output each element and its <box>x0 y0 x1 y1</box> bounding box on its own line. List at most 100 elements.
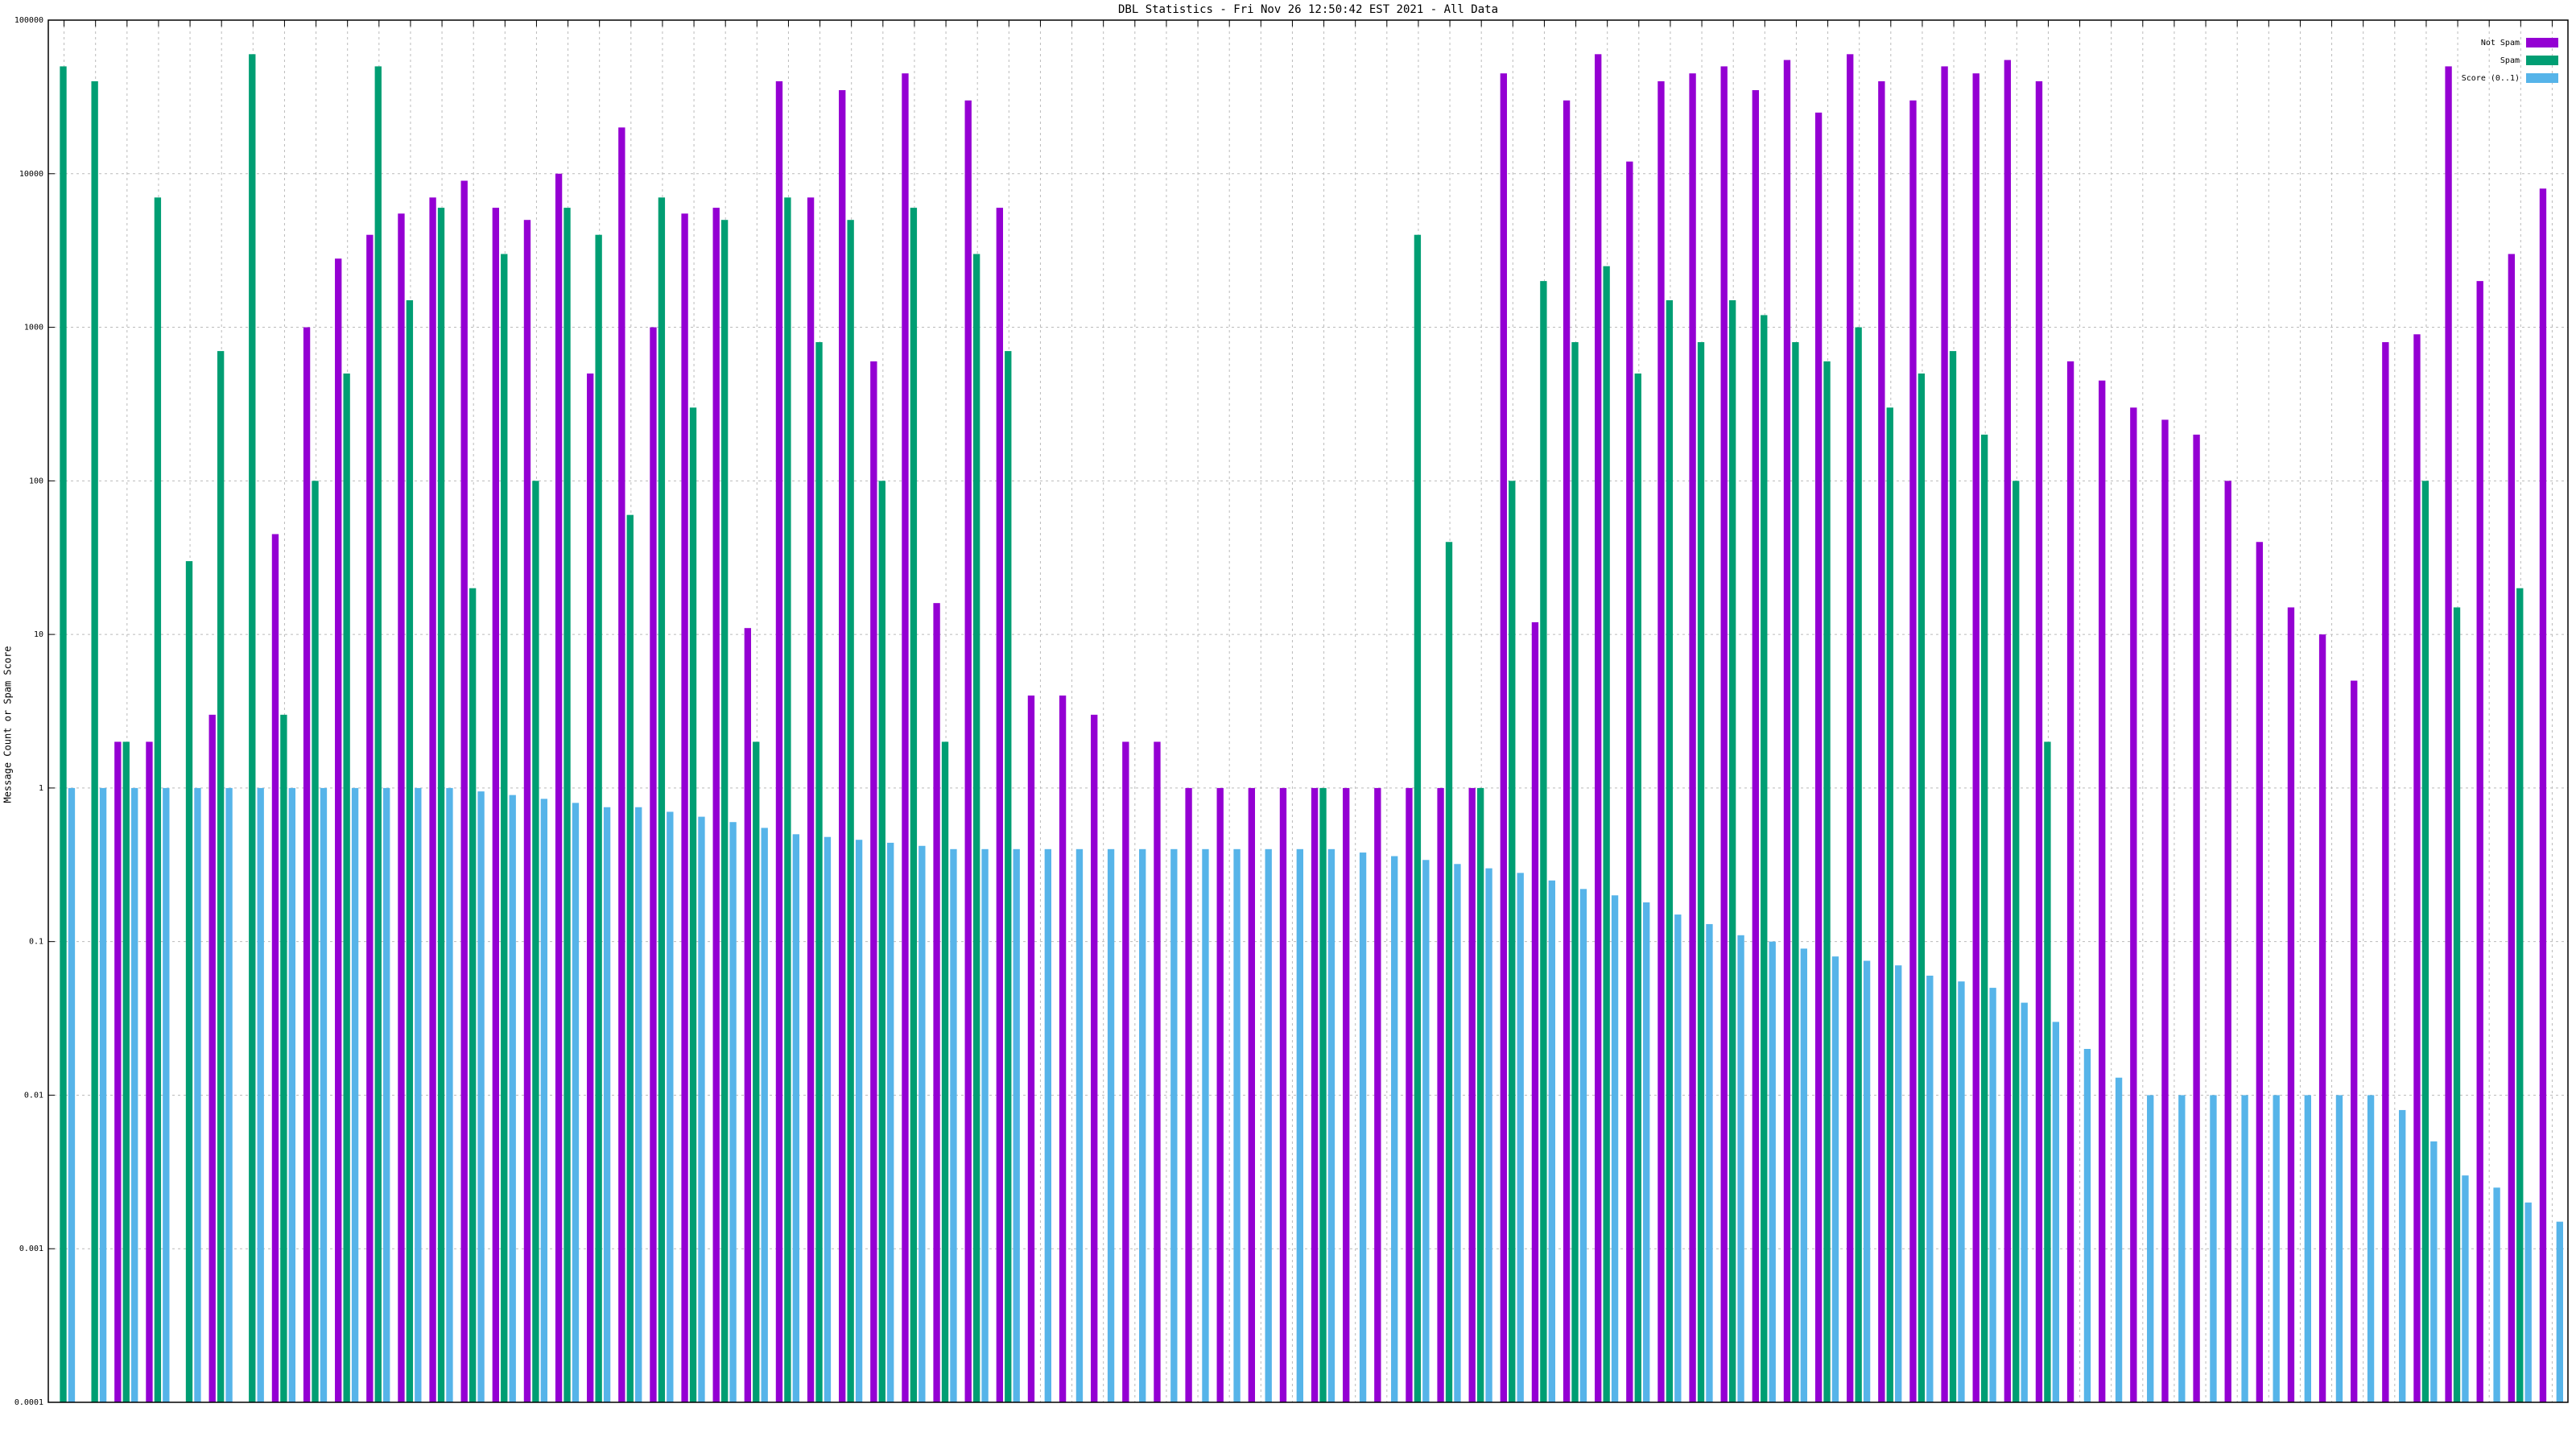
bar <box>729 822 737 1402</box>
bar <box>2304 1095 2312 1402</box>
bar <box>460 180 468 1402</box>
bar <box>114 741 122 1402</box>
bar <box>784 197 791 1403</box>
bar <box>1185 787 1192 1402</box>
bar <box>2021 1002 2028 1402</box>
bar <box>775 80 783 1403</box>
bar <box>1107 848 1115 1402</box>
bar <box>185 561 193 1403</box>
bar <box>2508 254 2516 1402</box>
y-tick-label: 0.001 <box>19 1245 43 1253</box>
bar <box>1926 975 1934 1402</box>
bar <box>532 481 539 1403</box>
bar <box>689 407 697 1402</box>
bar <box>303 327 311 1402</box>
bar <box>1454 864 1461 1402</box>
bar <box>2013 481 2020 1403</box>
bar <box>2476 281 2483 1402</box>
bar <box>595 234 602 1402</box>
bar <box>2099 380 2106 1403</box>
bar <box>2493 1187 2500 1402</box>
bar <box>415 787 422 1402</box>
bar <box>1895 965 1902 1402</box>
bar <box>902 73 909 1403</box>
bar <box>1406 787 1413 1402</box>
bar <box>122 741 130 1402</box>
bar <box>2044 741 2051 1402</box>
y-tick-label: 100 <box>29 477 43 485</box>
bar <box>1769 941 1776 1402</box>
bar <box>1265 848 1272 1402</box>
bar <box>366 234 374 1402</box>
bar <box>572 803 580 1402</box>
bar <box>1823 361 1831 1402</box>
legend-label: Score (0..1) <box>2462 74 2520 83</box>
bar <box>2516 588 2524 1402</box>
bar <box>1689 73 1696 1403</box>
bar <box>1814 112 1823 1403</box>
bar <box>2453 607 2461 1402</box>
bar <box>1666 299 1674 1403</box>
chart-title: DBL Statistics - Fri Nov 26 12:50:42 EST… <box>1118 3 1498 16</box>
bar <box>271 534 279 1402</box>
bar <box>1563 100 1571 1402</box>
bar <box>587 373 594 1403</box>
bar <box>1886 407 1893 1402</box>
bar <box>131 787 138 1402</box>
bar <box>1761 315 1768 1403</box>
y-axis-label: Message Count or Spam Score <box>2 646 14 803</box>
bar <box>540 799 548 1402</box>
bar <box>1980 434 1988 1402</box>
bar <box>2256 542 2264 1402</box>
bar <box>91 80 98 1403</box>
bar <box>1657 80 1665 1403</box>
bar <box>847 220 854 1402</box>
bar <box>2083 1049 2091 1402</box>
bar <box>698 816 705 1402</box>
bar <box>1374 787 1381 1402</box>
bar <box>1847 54 1854 1402</box>
bar <box>1509 481 1516 1403</box>
bar <box>635 807 642 1402</box>
bar <box>996 208 1004 1403</box>
bar <box>815 342 823 1402</box>
bar <box>761 828 768 1402</box>
bar <box>1878 80 1885 1403</box>
bar <box>2539 188 2547 1402</box>
bar <box>320 787 328 1402</box>
bar <box>807 197 815 1403</box>
legend-swatch <box>2526 38 2558 47</box>
bar <box>2351 680 2358 1402</box>
bar <box>2335 1095 2343 1402</box>
bar <box>658 197 666 1403</box>
y-tick-label: 0.1 <box>29 938 43 947</box>
y-tick-label: 1 <box>39 784 43 793</box>
bar <box>1752 89 1760 1402</box>
bar <box>1500 73 1508 1403</box>
legend-swatch <box>2526 56 2558 65</box>
bar <box>1414 234 1422 1402</box>
bar <box>288 787 296 1402</box>
bar <box>1783 60 1791 1402</box>
bar <box>1611 895 1619 1402</box>
bar <box>1800 948 1808 1402</box>
bar <box>824 836 832 1402</box>
bar <box>1248 787 1256 1402</box>
bar <box>910 208 918 1403</box>
bar <box>603 807 611 1402</box>
bar <box>2273 1095 2280 1402</box>
bar <box>1571 342 1579 1402</box>
bar <box>2241 1095 2248 1402</box>
bar <box>1972 73 1979 1403</box>
legend-label: Spam <box>2500 56 2520 65</box>
bar <box>217 351 225 1402</box>
bar <box>1949 351 1957 1402</box>
bar <box>68 787 76 1402</box>
bar <box>2524 1202 2532 1402</box>
bar <box>1603 266 1610 1402</box>
bar <box>555 173 563 1402</box>
bar <box>1437 787 1444 1402</box>
bar <box>2382 342 2389 1402</box>
bar <box>2430 1141 2438 1402</box>
bar <box>1863 960 1871 1402</box>
